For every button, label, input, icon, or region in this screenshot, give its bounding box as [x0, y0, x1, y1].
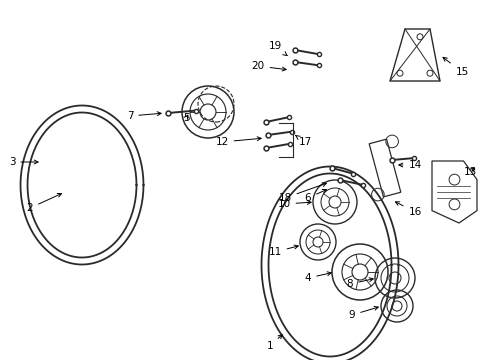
Text: 3: 3: [9, 157, 38, 167]
Text: 11: 11: [268, 245, 298, 257]
Text: 9: 9: [348, 306, 378, 320]
Text: 6: 6: [304, 189, 326, 203]
Text: 15: 15: [442, 57, 468, 77]
Text: 8: 8: [346, 278, 372, 289]
Text: 5: 5: [183, 113, 189, 123]
Text: 13: 13: [463, 167, 476, 177]
Text: 17: 17: [295, 135, 311, 147]
Text: 4: 4: [304, 272, 330, 283]
Text: 10: 10: [277, 199, 310, 209]
Text: 12: 12: [215, 137, 261, 147]
Text: 7: 7: [126, 111, 161, 121]
Text: 16: 16: [395, 202, 421, 217]
Text: 2: 2: [27, 193, 61, 213]
Text: 20: 20: [251, 61, 285, 71]
Text: 19: 19: [268, 41, 286, 56]
Text: 14: 14: [398, 160, 421, 170]
Text: 18: 18: [278, 183, 325, 203]
Text: 1: 1: [266, 335, 282, 351]
